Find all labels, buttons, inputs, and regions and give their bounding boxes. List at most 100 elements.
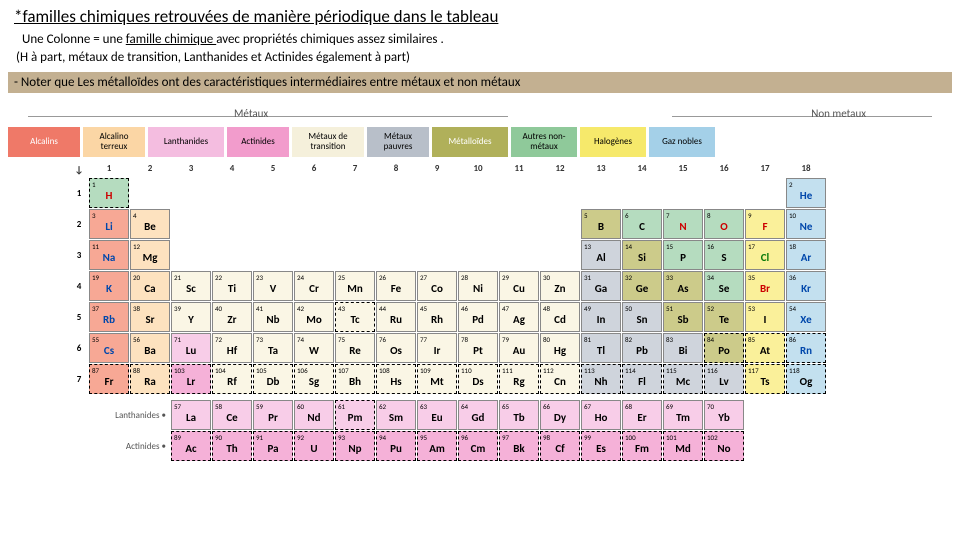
element-Sb: 51Sb xyxy=(663,302,703,332)
legend-autres-non-métaux: Autres non-métaux xyxy=(511,127,577,157)
element-Mg: 12Mg xyxy=(130,240,170,270)
group-1: 1 xyxy=(89,163,129,176)
element-Tm: 69Tm xyxy=(663,400,703,430)
header: *familles chimiques retrouvées de manièr… xyxy=(0,0,960,70)
element-Lv: 116Lv xyxy=(704,364,744,394)
legend-alcalins: Alcalins xyxy=(8,127,80,157)
element-grid: 11H2He23Li4Be5B6C7N8O9F10Ne311Na12Mg13Al… xyxy=(70,178,880,394)
element-Ta: 73Ta xyxy=(253,333,293,363)
element-Mo: 42Mo xyxy=(294,302,334,332)
element-Rb: 37Rb xyxy=(89,302,129,332)
element-Mc: 115Mc xyxy=(663,364,703,394)
element-Pm: 61Pm xyxy=(335,400,375,430)
element-U: 92U xyxy=(294,431,334,461)
element-Be: 4Be xyxy=(130,209,170,239)
element-Y: 39Y xyxy=(171,302,211,332)
element-Pt: 78Pt xyxy=(458,333,498,363)
legend-métaux-pauvres: Métaux pauvres xyxy=(367,127,429,157)
element-Sm: 62Sm xyxy=(376,400,416,430)
element-Po: 84Po xyxy=(704,333,744,363)
element-Fl: 114Fl xyxy=(622,364,662,394)
element-As: 33As xyxy=(663,271,703,301)
period-2: 2 xyxy=(70,209,88,239)
element-Cm: 96Cm xyxy=(458,431,498,461)
element-C: 6C xyxy=(622,209,662,239)
period-3: 3 xyxy=(70,240,88,270)
element-Fr: 87Fr xyxy=(89,364,129,394)
subtitle-2: (H à part, métaux de transition, Lanthan… xyxy=(14,50,946,65)
element-F: 9F xyxy=(745,209,785,239)
legend-actinides: Actinides xyxy=(227,127,289,157)
group-17: 17 xyxy=(745,163,785,176)
element-Cn: 112Cn xyxy=(540,364,580,394)
element-Ca: 20Ca xyxy=(130,271,170,301)
element-Re: 75Re xyxy=(335,333,375,363)
note-metalloids: - Noter que Les métalloïdes ont des cara… xyxy=(8,72,952,93)
element-O: 8O xyxy=(704,209,744,239)
label-metaux: Métaux xyxy=(234,107,268,120)
element-Cu: 29Cu xyxy=(499,271,539,301)
legend-métalloïdes: Métalloïdes xyxy=(432,127,508,157)
element-Xe: 54Xe xyxy=(786,302,826,332)
element-Th: 90Th xyxy=(212,431,252,461)
lanrow-label: Lanthanides • xyxy=(70,400,170,430)
element-W: 74W xyxy=(294,333,334,363)
element-Pd: 46Pd xyxy=(458,302,498,332)
element-Ds: 110Ds xyxy=(458,364,498,394)
element-Br: 35Br xyxy=(745,271,785,301)
element-Rh: 45Rh xyxy=(417,302,457,332)
element-Ac: 89Ac xyxy=(171,431,211,461)
element-N: 7N xyxy=(663,209,703,239)
element-Np: 93Np xyxy=(335,431,375,461)
period-1: 1 xyxy=(70,178,88,208)
element-Rn: 86Rn xyxy=(786,333,826,363)
element-Nb: 41Nb xyxy=(253,302,293,332)
periodic-table: ↓123456789101112131415161718 11H2He23Li4… xyxy=(70,163,880,461)
group-6: 6 xyxy=(294,163,334,176)
element-Ti: 22Ti xyxy=(212,271,252,301)
top-category-labels: Métaux Non metaux xyxy=(14,99,946,127)
element-Ce: 58Ce xyxy=(212,400,252,430)
element-Tl: 81Tl xyxy=(581,333,621,363)
group-16: 16 xyxy=(704,163,744,176)
element-Db: 105Db xyxy=(253,364,293,394)
element-Yb: 70Yb xyxy=(704,400,744,430)
element-Lu: 71Lu xyxy=(171,333,211,363)
group-10: 10 xyxy=(458,163,498,176)
period-7: 7 xyxy=(70,364,88,394)
element-Ra: 88Ra xyxy=(130,364,170,394)
legend-alcalino-terreux: Alcalino terreux xyxy=(83,127,145,157)
element-Mt: 109Mt xyxy=(417,364,457,394)
element-Bk: 97Bk xyxy=(499,431,539,461)
element-Lr: 103Lr xyxy=(171,364,211,394)
element-V: 23V xyxy=(253,271,293,301)
element-La: 57La xyxy=(171,400,211,430)
group-4: 4 xyxy=(212,163,252,176)
element-Ge: 32Ge xyxy=(622,271,662,301)
legend-lanthanides: Lanthanides xyxy=(148,127,224,157)
element-Tc: 43Tc xyxy=(335,302,375,332)
label-nonmetaux: Non metaux xyxy=(811,107,866,120)
element-Ga: 31Ga xyxy=(581,271,621,301)
element-Ho: 67Ho xyxy=(581,400,621,430)
element-Os: 76Os xyxy=(376,333,416,363)
arrow-down-icon: ↓ xyxy=(70,163,88,176)
element-Nd: 60Nd xyxy=(294,400,334,430)
element-Ba: 56Ba xyxy=(130,333,170,363)
element-S: 16S xyxy=(704,240,744,270)
element-Eu: 63Eu xyxy=(417,400,457,430)
element-B: 5B xyxy=(581,209,621,239)
group-7: 7 xyxy=(335,163,375,176)
element-Rf: 104Rf xyxy=(212,364,252,394)
element-No: 102No xyxy=(704,431,744,461)
period-6: 6 xyxy=(70,333,88,363)
element-Dy: 66Dy xyxy=(540,400,580,430)
element-Bi: 83Bi xyxy=(663,333,703,363)
group-11: 11 xyxy=(499,163,539,176)
element-Fm: 100Fm xyxy=(622,431,662,461)
group-9: 9 xyxy=(417,163,457,176)
element-P: 15P xyxy=(663,240,703,270)
actrow-label: Actinides • xyxy=(70,431,170,461)
element-Si: 14Si xyxy=(622,240,662,270)
element-Zn: 30Zn xyxy=(540,271,580,301)
